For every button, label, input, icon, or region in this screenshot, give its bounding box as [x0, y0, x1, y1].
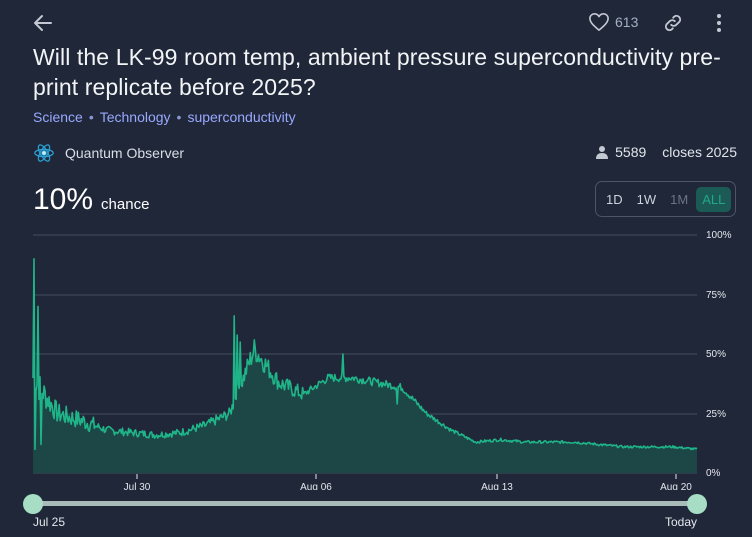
slider-start-handle[interactable]: [23, 494, 43, 514]
probability-chart[interactable]: 100% 75% 50% 25% 0% Jul 30 Aug 06 Aug 13…: [0, 225, 752, 490]
back-button[interactable]: [32, 12, 54, 34]
atom-icon: [34, 144, 54, 162]
trader-count: 5589: [615, 144, 647, 160]
like-button[interactable]: 613: [588, 12, 638, 32]
tag-science[interactable]: Science: [33, 109, 83, 125]
x-tick-aug13: Aug 13: [481, 482, 513, 490]
x-axis-labels: Jul 30 Aug 06 Aug 13 Aug 20: [124, 482, 693, 490]
user-icon: [596, 146, 609, 159]
link-icon: [664, 14, 682, 32]
arrow-left-icon: [34, 15, 52, 31]
market-title: Will the LK-99 room temp, ambient pressu…: [33, 44, 721, 100]
range-1w-button[interactable]: 1W: [636, 191, 657, 207]
tag-technology[interactable]: Technology: [99, 109, 171, 125]
tag-list: Science • Technology • superconductivity: [33, 109, 296, 125]
range-1d-button[interactable]: 1D: [606, 191, 623, 207]
y-tick-75: 75%: [706, 290, 726, 301]
x-tick-aug20: Aug 20: [660, 482, 692, 490]
probability-display: 10% chance: [33, 183, 149, 217]
tag-separator: •: [176, 109, 182, 125]
close-date: closes 2025: [662, 144, 737, 160]
range-1m-button[interactable]: 1M: [670, 191, 689, 207]
x-axis-ticks: [136, 474, 677, 479]
slider-end-label: Today: [665, 515, 698, 529]
market-stats: 5589 closes 2025: [595, 144, 737, 160]
slider-start-label: Jul 25: [33, 515, 66, 529]
x-tick-jul30: Jul 30: [124, 482, 151, 490]
y-tick-50: 50%: [706, 349, 726, 360]
more-menu-button[interactable]: [710, 12, 728, 39]
x-tick-aug06: Aug 06: [300, 482, 332, 490]
time-range-slider-track[interactable]: [33, 501, 697, 506]
creator-link[interactable]: Quantum Observer: [33, 142, 184, 164]
probability-label: chance: [101, 196, 150, 213]
range-all-button[interactable]: ALL: [696, 186, 732, 212]
creator-name: Quantum Observer: [65, 145, 185, 161]
y-axis-labels: 100% 75% 50% 25% 0%: [706, 230, 732, 479]
y-tick-25: 25%: [706, 409, 726, 420]
y-tick-100: 100%: [706, 230, 732, 241]
share-link-button[interactable]: [662, 12, 684, 39]
like-count: 613: [615, 14, 639, 30]
tag-separator: •: [88, 109, 94, 125]
probability-area: [32, 258, 698, 473]
vertical-dots-icon: [717, 14, 721, 32]
tag-superconductivity[interactable]: superconductivity: [187, 109, 296, 125]
heart-icon: [589, 13, 609, 31]
slider-end-handle[interactable]: [687, 494, 707, 514]
probability-value: 10%: [33, 183, 94, 216]
time-range-selector: 1D 1W 1M ALL: [595, 181, 736, 217]
y-tick-0: 0%: [706, 468, 721, 479]
